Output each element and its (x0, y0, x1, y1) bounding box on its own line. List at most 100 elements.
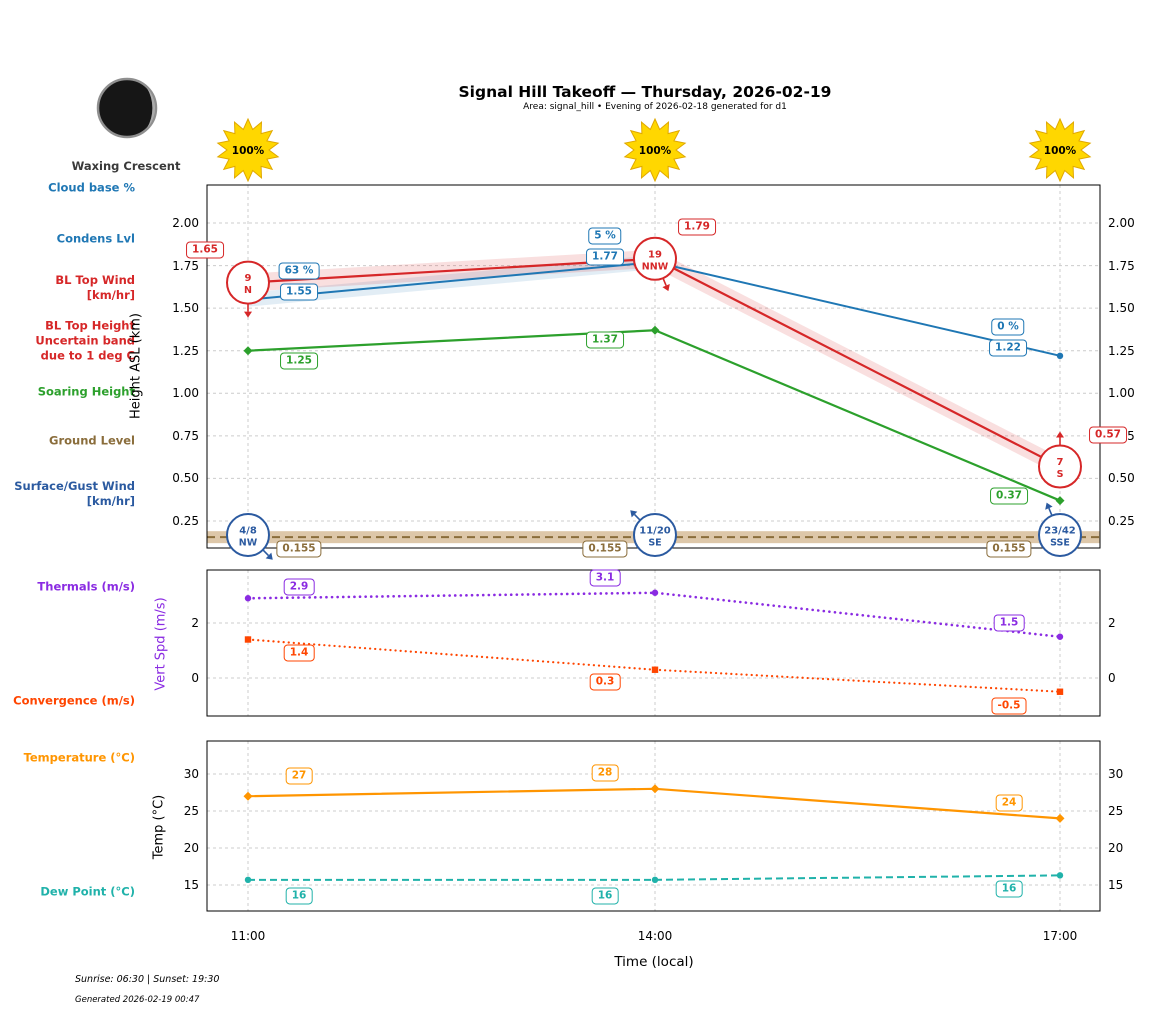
bl-top-wind-badge: 9N (226, 260, 270, 318)
x-tick: 17:00 (1042, 929, 1078, 943)
wind-speed: 7 (1057, 457, 1064, 468)
wind-direction-arrow-icon (1045, 502, 1053, 510)
wind-direction-arrow-icon (630, 510, 638, 518)
data-label-temperature-c-0: 27 (285, 767, 313, 785)
y-axis-label-vert-spd: Vert Spd (m/s) (153, 597, 169, 691)
y-tick-right: 0.25 (1108, 514, 1135, 528)
x-axis-title: Time (local) (614, 954, 694, 970)
wind-speed: 9 (245, 273, 252, 284)
wind-direction-arrow-icon (265, 552, 273, 560)
series-thermals (246, 591, 1062, 639)
series-label-soaring-height: Soaring Height (37, 384, 135, 399)
data-label-convergence-m-s-0: 1.4 (283, 644, 315, 662)
sun-percent: 100% (639, 145, 672, 157)
series-label-convergence-m-s: Convergence (m/s) (13, 693, 135, 708)
wind-direction: SSE (1050, 538, 1070, 549)
generated-note: Generated 2026-02-19 00:47 (75, 995, 200, 1005)
sun-percent: 100% (1044, 145, 1077, 157)
wind-speed: 23/42 (1044, 526, 1076, 537)
data-label-ground-level-0: 0.155 (276, 540, 322, 558)
series-label-dew-point-c: Dew Point (°C) (40, 884, 135, 899)
data-label-thermals-m-s-0: 2.9 (283, 578, 315, 596)
page-title: Signal Hill Takeoff — Thursday, 2026-02-… (458, 83, 832, 101)
data-label-convergence-m-s-2: -0.5 (991, 697, 1027, 715)
y-tick-right: 1.50 (1108, 301, 1135, 316)
y-tick-left: 2 (191, 616, 199, 630)
wind-direction: S (1057, 469, 1064, 480)
sunrise-sunset-note: Sunrise: 06:30 | Sunset: 19:30 (75, 974, 220, 985)
data-label-dew-point-c-1: 16 (591, 887, 619, 905)
y-tick-left: 20 (183, 841, 199, 855)
series-label-cloud-base: Cloud base % (48, 180, 135, 195)
y-tick-left: 25 (183, 804, 199, 818)
data-label-bl-top-height-0: 1.65 (186, 241, 224, 259)
series-label-surface-gust-wind: Surface/Gust Wind [km/hr] (14, 479, 135, 508)
data-label-soaring-height-2: 0.37 (990, 487, 1028, 505)
data-label-soaring-height-0: 1.25 (280, 352, 318, 370)
wind-direction: NW (239, 538, 258, 549)
bl-top-uncertain-band (248, 249, 1060, 476)
wind-direction: N (244, 285, 252, 296)
sun-icon: 100% (1028, 117, 1092, 183)
x-tick: 11:00 (230, 929, 266, 943)
surface-wind-badge: 4/8NW (226, 513, 273, 560)
wind-speed: 19 (648, 249, 662, 260)
bl-top-wind-badge: 7S (1038, 431, 1082, 489)
sun-icon: 100% (623, 117, 687, 183)
wind-direction: SE (648, 538, 661, 549)
data-label-bl-top-height-1: 1.79 (678, 218, 716, 236)
y-tick-left: 1.00 (172, 386, 199, 401)
y-tick-left: 1.50 (172, 301, 199, 316)
wind-direction-arrow-icon (1056, 431, 1064, 438)
data-label-temperature-c-1: 28 (591, 764, 619, 782)
series-label-condens-lvl: Condens Lvl (56, 231, 135, 246)
y-tick-left: 1.25 (172, 343, 199, 358)
data-label-temperature-c-2: 24 (995, 794, 1023, 812)
wind-speed: 4/8 (239, 526, 257, 537)
y-tick-left: 30 (183, 767, 199, 781)
y-tick-left: 0.25 (172, 514, 199, 528)
data-label-bl-top-height-2: 0.57 (1089, 426, 1127, 444)
y-axis-label-temp: Temp (°C) (151, 794, 167, 860)
data-label-thermals-m-s-1: 3.1 (589, 569, 621, 587)
x-tick: 14:00 (637, 929, 673, 943)
data-label-condens-lvl-1: 1.77 (586, 248, 624, 266)
data-label-cloud-base-1: 5 % (588, 227, 622, 245)
moon-phase-label: Waxing Crescent (71, 159, 181, 173)
y-axis-label-height: Height ASL (km) (128, 313, 144, 419)
data-label-dew-point-c-0: 16 (285, 887, 313, 905)
y-tick-right: 1.00 (1108, 386, 1135, 401)
data-label-condens-lvl-2: 1.22 (989, 339, 1027, 357)
y-tick-left: 15 (183, 878, 199, 892)
y-tick-left: 2.00 (172, 216, 199, 230)
wind-speed: 11/20 (639, 526, 671, 537)
y-tick-right: 1.25 (1108, 343, 1135, 358)
data-label-ground-level-1: 0.155 (582, 540, 628, 558)
y-tick-right: 30 (1108, 767, 1124, 781)
y-tick-right: 0 (1108, 671, 1116, 685)
wind-direction-arrow-icon (662, 284, 670, 292)
series-label-bl-top-height: BL Top Height Uncertain band due to 1 deg … (35, 318, 135, 363)
data-label-cloud-base-0: 63 % (278, 262, 320, 280)
y-tick-right: 0.50 (1108, 471, 1135, 486)
data-label-cloud-base-2: 0 % (991, 318, 1025, 336)
y-tick-right: 25 (1108, 804, 1124, 818)
y-tick-left: 1.75 (172, 258, 199, 273)
y-tick-right: 15 (1108, 878, 1124, 892)
wind-direction-arrow-icon (244, 311, 252, 318)
y-tick-right: 20 (1108, 841, 1124, 855)
y-tick-left: 0 (191, 671, 199, 685)
page-subtitle: Area: signal_hill • Evening of 2026-02-1… (523, 102, 787, 112)
series-label-bl-top-wind: BL Top Wind [km/hr] (55, 273, 135, 302)
y-tick-right: 2.00 (1108, 216, 1135, 230)
y-tick-left: 0.75 (172, 428, 199, 443)
series-label-thermals-m-s: Thermals (m/s) (37, 579, 135, 594)
series-label-ground-level: Ground Level (49, 433, 135, 448)
data-label-dew-point-c-2: 16 (995, 880, 1023, 898)
